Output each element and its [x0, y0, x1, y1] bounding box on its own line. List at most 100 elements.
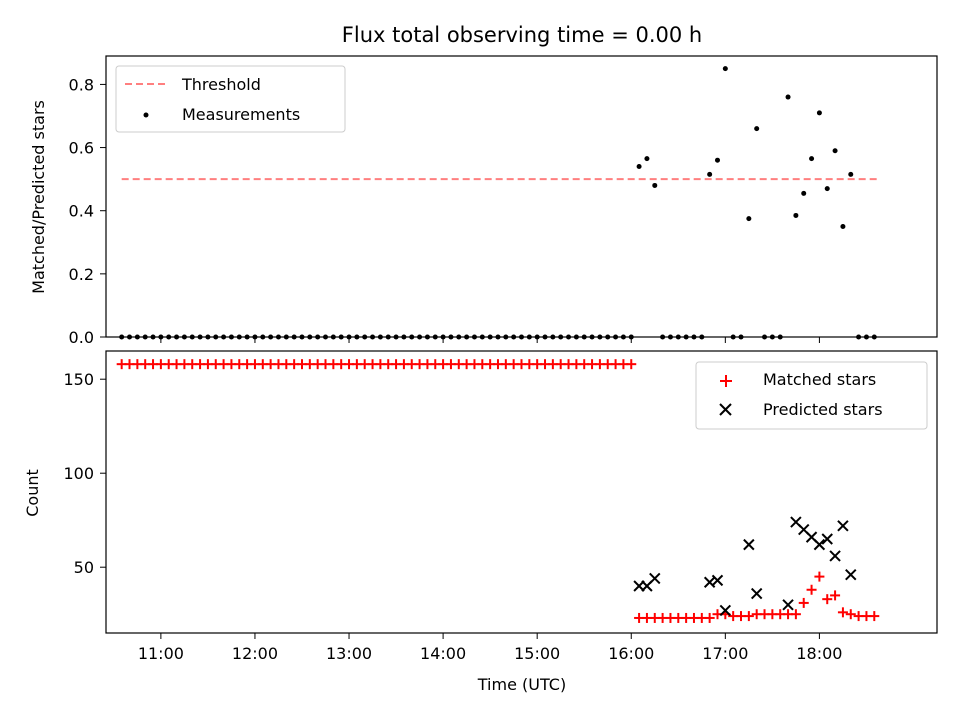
measurement-point	[589, 334, 595, 340]
bottom-x-tick-label: 18:00	[796, 644, 842, 663]
predicted-marker-b	[743, 538, 755, 551]
predicted-marker-b	[813, 538, 826, 551]
measurement-point	[471, 334, 477, 340]
bottom-x-tick-label: 16:00	[608, 644, 654, 663]
measurement-point	[268, 334, 274, 340]
measurement-point	[856, 334, 862, 340]
predicted-marker-b	[798, 523, 810, 536]
matched-star-marker	[837, 607, 848, 618]
measurement-point	[848, 171, 854, 177]
measurement-point	[401, 334, 407, 340]
matched-star-marker	[869, 611, 880, 622]
measurement-point	[675, 334, 681, 340]
measurement-point	[495, 334, 501, 340]
measurement-point	[354, 334, 360, 340]
measurement-point	[456, 334, 462, 340]
measurement-point	[691, 334, 697, 340]
bottom-y-tick-label: 150	[63, 370, 94, 389]
measurement-point	[409, 334, 415, 340]
measurement-point	[769, 334, 775, 340]
measurement-point	[252, 334, 258, 340]
predicted-legend-marker	[719, 403, 732, 416]
measurement-point	[362, 334, 368, 340]
measurement-point	[228, 334, 234, 340]
predicted-marker-b	[837, 520, 849, 532]
measurement-point	[221, 334, 227, 340]
measurement-point	[620, 334, 626, 340]
measurement-point	[699, 334, 705, 340]
measurement-point	[722, 66, 728, 72]
measurement-point	[260, 334, 266, 340]
bottom-x-tick-label: 13:00	[326, 644, 372, 663]
predicted-marker-b	[750, 587, 763, 600]
measurement-point	[330, 334, 336, 340]
measurement-point	[315, 334, 321, 340]
measurement-point	[503, 334, 509, 340]
measurement-point	[871, 334, 877, 340]
measurement-point	[338, 334, 344, 340]
top-y-ticks: 0.0 0.2 0.4 0.6 0.8	[69, 75, 106, 347]
measurement-point	[840, 223, 846, 229]
measurement-point	[809, 156, 815, 162]
measurement-point	[479, 334, 485, 340]
matched-star-marker	[806, 584, 817, 595]
measurement-point	[597, 334, 603, 340]
matched-star-marker	[830, 590, 841, 601]
measurement-point	[683, 334, 689, 340]
predicted-marker-b	[845, 569, 857, 581]
measurement-point	[244, 334, 250, 340]
measurement-point	[417, 334, 423, 340]
top-y-tick-label: 0.8	[69, 75, 94, 94]
measurement-point	[777, 334, 783, 340]
measurement-point	[785, 94, 791, 100]
predicted-star-marker	[750, 587, 763, 600]
measurement-point	[667, 334, 673, 340]
measurement-point	[816, 110, 822, 116]
measurement-point	[236, 334, 242, 340]
matched-star-marker	[790, 609, 801, 620]
measurement-point	[464, 334, 470, 340]
matched-star-marker	[814, 571, 825, 582]
bottom-y-tick-label: 100	[63, 464, 94, 483]
bottom-x-tick-label: 17:00	[702, 644, 748, 663]
measurement-point	[519, 334, 524, 340]
measurement-point	[205, 334, 211, 340]
measurement-point	[714, 157, 720, 163]
measurements-legend-marker	[143, 112, 149, 118]
predicted-marker-b	[805, 531, 818, 543]
top-y-axis-label: Matched/Predicted stars	[29, 100, 48, 294]
measurement-point	[432, 334, 438, 340]
top-plot-marks	[119, 66, 878, 340]
bottom-y-ticks: 50 100 150	[63, 370, 106, 577]
measurement-point	[197, 334, 203, 340]
measurement-point	[142, 334, 148, 340]
predicted-marker-b	[719, 604, 732, 617]
bottom-x-tick-label: 11:00	[138, 644, 184, 663]
bottom-y-axis-label: Count	[23, 469, 42, 517]
predicted-star-marker	[649, 572, 661, 585]
predicted-marker-b	[703, 576, 716, 588]
measurement-point	[660, 334, 666, 340]
measurement-point	[628, 334, 634, 340]
predicted-marker-b	[649, 572, 661, 585]
measurement-point	[652, 182, 658, 188]
measurement-point	[275, 334, 281, 340]
matched-star-marker	[626, 359, 637, 370]
measurement-point	[440, 334, 446, 340]
predicted-marker-b	[782, 599, 794, 611]
measurement-point	[150, 334, 156, 340]
measurement-point	[119, 334, 125, 340]
measurement-point	[377, 334, 383, 340]
top-y-tick-label: 0.0	[69, 328, 94, 347]
measurement-point	[801, 190, 807, 196]
measurement-point	[189, 334, 195, 340]
matched-star-marker	[822, 594, 833, 605]
chart-title: Flux total observing time = 0.00 h	[342, 23, 702, 47]
measurement-point	[707, 171, 713, 177]
measurement-point	[793, 212, 799, 218]
x-axis-label: Time (UTC)	[477, 675, 566, 694]
top-y-tick-label: 0.4	[69, 202, 94, 221]
measurement-point	[636, 164, 642, 170]
predicted-star-marker	[845, 569, 857, 581]
